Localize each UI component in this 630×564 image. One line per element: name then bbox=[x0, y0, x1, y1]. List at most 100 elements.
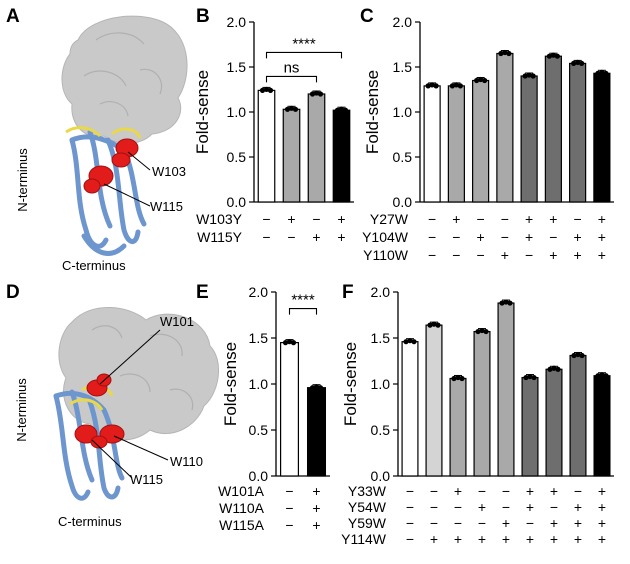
condition-label-f: Y54W bbox=[348, 499, 387, 515]
replicate-dot-f-2 bbox=[431, 321, 437, 327]
replicate-dot-f-9 bbox=[603, 373, 609, 379]
bar-c-2 bbox=[447, 85, 465, 203]
replicate-dot-b-3 bbox=[313, 90, 320, 96]
bar-c-3 bbox=[472, 79, 490, 203]
condition-sign-f: + bbox=[430, 531, 438, 547]
condition-label-e: W110A bbox=[219, 500, 265, 516]
condition-sign-f: + bbox=[526, 499, 534, 515]
trp-residues-a bbox=[83, 138, 139, 194]
significance-label-b: **** bbox=[292, 35, 316, 52]
replicate-dot-c-4 bbox=[502, 49, 508, 56]
replicate-dot-f-5 bbox=[499, 300, 505, 306]
condition-sign-f: + bbox=[574, 499, 582, 515]
y-tick-label-b: 1.5 bbox=[227, 59, 247, 75]
condition-sign-f: − bbox=[478, 483, 486, 499]
bar-e-1 bbox=[279, 342, 300, 477]
y-tick-label-c: 1.5 bbox=[393, 59, 413, 75]
replicate-dot-c-3 bbox=[482, 77, 488, 84]
condition-sign-c: − bbox=[452, 247, 460, 263]
condition-sign-c: − bbox=[428, 211, 436, 227]
condition-sign-f: − bbox=[454, 499, 462, 515]
significance-bracket-b bbox=[265, 75, 318, 83]
y-axis-label-b: Fold-sense bbox=[193, 70, 212, 154]
replicate-dot-e-2 bbox=[313, 384, 320, 390]
condition-sign-f: + bbox=[454, 531, 462, 547]
replicate-dot-f-2 bbox=[435, 322, 441, 328]
replicate-dot-e-1 bbox=[286, 339, 293, 345]
c-terminus-label-a: C-terminus bbox=[62, 258, 126, 273]
condition-sign-e: + bbox=[312, 483, 320, 499]
trp-residues-d bbox=[74, 373, 125, 449]
condition-sign-c: + bbox=[549, 247, 557, 263]
condition-sign-b: + bbox=[337, 229, 345, 245]
replicate-dot-c-6 bbox=[554, 53, 560, 59]
panel-d: D N-terminus W101 W110 W115 C- bbox=[6, 282, 220, 529]
y-tick-label-b: 0.0 bbox=[227, 194, 247, 210]
replicate-dot-b-1 bbox=[259, 87, 266, 93]
bar-b-3 bbox=[307, 93, 326, 203]
bar-c-6 bbox=[544, 55, 562, 203]
bar-f-7 bbox=[545, 368, 563, 477]
replicate-dot-e-2 bbox=[317, 385, 324, 391]
panel-label-f: F bbox=[342, 282, 354, 303]
y-tick-label-c: 1.0 bbox=[393, 104, 413, 120]
panel-b: B 0.0 0.5 1.0 1.5 2.0 Fold-sense W103Y − + − + W115… bbox=[193, 6, 354, 245]
condition-sign-c: + bbox=[574, 247, 582, 263]
n-terminus-label-a: N-terminus bbox=[15, 148, 30, 212]
replicate-dot-f-6 bbox=[531, 374, 537, 381]
replicate-dot-f-1 bbox=[411, 339, 417, 345]
condition-label-e: W115A bbox=[219, 517, 265, 533]
bar-b-4 bbox=[332, 109, 351, 203]
replicate-dot-f-7 bbox=[555, 366, 561, 372]
replicate-dot-c-8 bbox=[603, 70, 609, 76]
condition-sign-f: − bbox=[406, 499, 414, 515]
y-tick-label-c: 0.5 bbox=[393, 149, 413, 165]
condition-sign-e: − bbox=[285, 500, 293, 516]
condition-sign-c: + bbox=[452, 211, 460, 227]
replicate-dot-b-4 bbox=[342, 107, 349, 113]
y-tick-label-e: 1.0 bbox=[249, 376, 269, 392]
callouts-d bbox=[91, 329, 169, 479]
condition-sign-f: − bbox=[430, 515, 438, 531]
condition-sign-f: − bbox=[502, 499, 510, 515]
y-tick-label-f: 1.5 bbox=[371, 330, 391, 346]
significance-bracket-b bbox=[265, 51, 343, 59]
replicate-dot-f-4 bbox=[475, 328, 481, 335]
condition-label-b: W103Y bbox=[196, 211, 243, 227]
condition-sign-f: + bbox=[478, 531, 486, 547]
replicate-dot-c-2 bbox=[453, 82, 459, 88]
replicate-dot-c-2 bbox=[449, 83, 455, 89]
protein-surface-a bbox=[61, 15, 188, 144]
bar-f-6 bbox=[521, 376, 539, 477]
condition-sign-f: − bbox=[406, 515, 414, 531]
condition-label-f: Y114W bbox=[341, 531, 387, 547]
condition-sign-e: − bbox=[285, 483, 293, 499]
condition-label-b: W115Y bbox=[197, 229, 243, 245]
condition-sign-f: + bbox=[478, 499, 486, 515]
y-tick-label-c: 0.0 bbox=[393, 194, 413, 210]
replicate-dot-b-4 bbox=[334, 107, 341, 113]
condition-sign-c: + bbox=[598, 211, 606, 227]
replicate-dot-f-4 bbox=[483, 328, 489, 335]
bar-b-2 bbox=[282, 108, 301, 203]
condition-label-c: Y27W bbox=[370, 211, 409, 227]
condition-sign-f: + bbox=[598, 483, 606, 499]
replicate-dot-c-6 bbox=[550, 52, 556, 58]
y-axis-label-e: Fold-sense bbox=[221, 342, 240, 426]
condition-sign-c: − bbox=[428, 229, 436, 245]
bar-f-4 bbox=[473, 330, 491, 477]
y-tick-label-b: 0.5 bbox=[227, 149, 247, 165]
condition-sign-c: − bbox=[501, 211, 509, 227]
y-tick-label-e: 0.5 bbox=[249, 422, 269, 438]
replicate-dot-f-7 bbox=[551, 365, 557, 371]
c-terminus-label-d: C-terminus bbox=[58, 514, 122, 529]
replicate-dot-c-1 bbox=[425, 83, 431, 89]
replicate-dot-c-3 bbox=[474, 77, 480, 84]
replicate-dot-e-1 bbox=[282, 340, 289, 346]
bar-c-5 bbox=[520, 75, 538, 203]
condition-sign-e: + bbox=[312, 517, 320, 533]
replicate-dot-f-3 bbox=[451, 375, 457, 382]
replicate-dot-f-6 bbox=[527, 373, 533, 380]
condition-sign-f: − bbox=[526, 515, 534, 531]
